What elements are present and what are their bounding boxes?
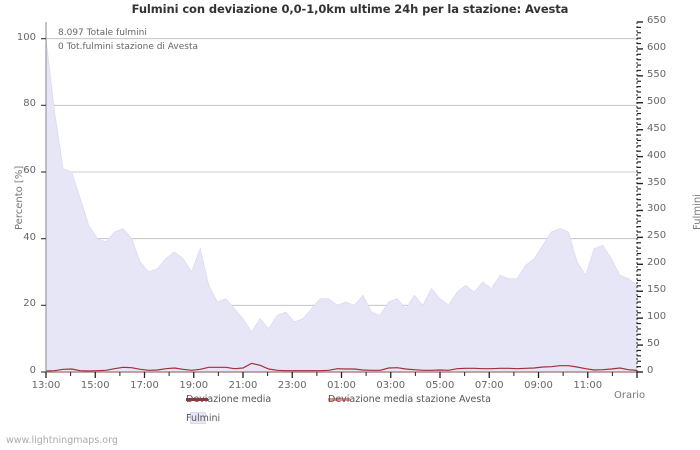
x-axis-tick-2300: 23:00 bbox=[277, 380, 307, 391]
x-axis-tick-0900: 09:00 bbox=[524, 380, 553, 391]
legend-swatch-deviation-station bbox=[328, 398, 350, 401]
x-axis-tick-0100: 01:00 bbox=[327, 380, 356, 391]
legend-swatch-deviation bbox=[186, 398, 208, 401]
page-title: Fulmini con deviazione 0,0-1,0km ultime … bbox=[131, 2, 569, 16]
y-axis-right-tick-50: 50 bbox=[647, 338, 660, 350]
legend-label-deviation-station: Deviazione media stazione Avesta bbox=[328, 393, 491, 405]
x-axis-tick-2100: 21:00 bbox=[228, 380, 258, 391]
y-axis-left-tick-0: 0 bbox=[29, 365, 36, 376]
legend-label-deviation: Deviazione media bbox=[186, 393, 272, 405]
x-axis-tick-1900: 19:00 bbox=[179, 380, 209, 391]
legend-label-strokes: Fulmini bbox=[186, 412, 221, 424]
legend-item-strokes: Fulmini bbox=[186, 412, 220, 424]
y-axis-right-tick-650: 650 bbox=[647, 15, 667, 26]
y-axis-left-tick-80: 80 bbox=[23, 98, 36, 110]
y-axis-right-tick-350: 350 bbox=[647, 176, 667, 188]
x-axis-tick-1300: 13:00 bbox=[31, 380, 61, 391]
x-axis-label: Orario bbox=[614, 390, 646, 401]
x-axis-tick-0700: 07:00 bbox=[474, 380, 504, 391]
y-axis-right-tick-250: 250 bbox=[647, 230, 667, 242]
footer-site-credit: www.lightningmaps.org bbox=[6, 435, 118, 446]
legend-item-deviation-station: Deviazione media stazione Avesta bbox=[328, 394, 491, 405]
annotation-total-strokes: 8.097 Totale fulmini bbox=[58, 28, 147, 38]
y-axis-right-tick-100: 100 bbox=[647, 311, 667, 323]
annotation-station-strokes: 0 Tot.fulmini stazione di Avesta bbox=[58, 42, 199, 52]
y-axis-left-tick-20: 20 bbox=[23, 298, 36, 310]
y-axis-right-tick-0: 0 bbox=[647, 365, 654, 376]
y-axis-right-tick-150: 150 bbox=[647, 284, 667, 296]
y-axis-right-label: Fulmini bbox=[692, 194, 700, 230]
legend-item-deviation: Deviazione media bbox=[186, 394, 271, 405]
y-axis-right-tick-500: 500 bbox=[647, 95, 667, 107]
y-axis-left-tick-100: 100 bbox=[16, 31, 36, 43]
x-axis-tick-0300: 03:00 bbox=[376, 380, 406, 391]
y-axis-right-tick-200: 200 bbox=[647, 257, 667, 269]
y-axis-right-tick-450: 450 bbox=[647, 122, 667, 134]
x-axis-tick-1100: 11:00 bbox=[573, 380, 603, 391]
x-axis-tick-0500: 05:00 bbox=[425, 380, 455, 391]
x-axis-tick-1700: 17:00 bbox=[130, 380, 159, 391]
y-axis-right-tick-300: 300 bbox=[647, 203, 667, 215]
y-axis-right-tick-600: 600 bbox=[647, 41, 667, 53]
legend-swatch-strokes bbox=[190, 412, 206, 424]
y-axis-right-tick-400: 400 bbox=[647, 149, 667, 161]
y-axis-left-tick-60: 60 bbox=[23, 165, 36, 176]
y-axis-left-tick-40: 40 bbox=[23, 231, 36, 243]
y-axis-right-tick-550: 550 bbox=[647, 68, 667, 80]
x-axis-tick-1500: 15:00 bbox=[80, 380, 110, 391]
